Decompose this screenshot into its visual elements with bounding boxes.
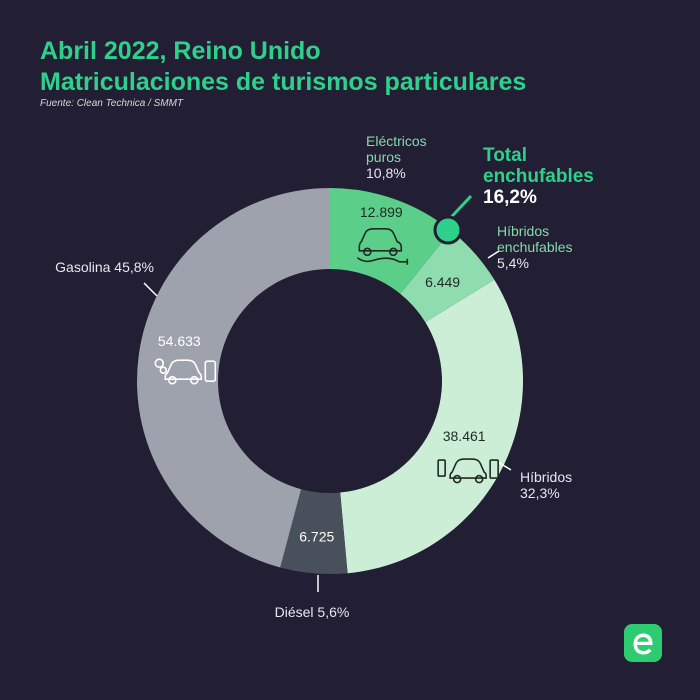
total-plugin-marker (433, 215, 463, 245)
slice-value-labels: 12.899 6.449 38.461 6.725 54.633 (158, 204, 486, 545)
category-label-hibridos-1: Híbridos (520, 469, 572, 485)
category-label-diesel-1: Diésel 5,6% (275, 604, 350, 620)
slice-icons (154, 227, 499, 484)
title-line-2: Matriculaciones de turismos particulares (40, 68, 527, 96)
electric-car-plug-icon (356, 227, 409, 265)
gasoline-car-icon (154, 358, 217, 385)
leader-lines (143, 250, 512, 592)
slice-electricos (330, 188, 452, 294)
value-label-electricos: 12.899 (360, 204, 403, 220)
leader-hibridos_enchufables (487, 250, 500, 259)
slice-category-labels: Eléctricospuros10,8%Híbridosenchufables5… (55, 133, 572, 620)
total-plugin-label-2: enchufables (483, 166, 594, 187)
e-letter-icon (633, 633, 653, 655)
slice-hibridos_enchufables (400, 230, 495, 323)
percent-label-electricos: 10,8% (366, 165, 406, 181)
total-plugin-label-1: Total (483, 145, 527, 166)
percent-label-hibridos_enchufables: 5,4% (497, 255, 529, 271)
category-label-gasolina-1: Gasolina 45,8% (55, 259, 154, 275)
total-plugin-value: 16,2% (483, 187, 537, 208)
category-label-electricos-2: puros (366, 149, 401, 165)
slice-gasolina (136, 187, 330, 568)
category-label-hibridos_enchufables-2: enchufables (497, 239, 573, 255)
percent-label-hibridos: 32,3% (520, 485, 560, 501)
title-line-1: Abril 2022, Reino Unido (40, 37, 321, 65)
source-note: Fuente: Clean Technica / SMMT (40, 98, 184, 109)
value-label-hibridos: 38.461 (443, 428, 486, 444)
category-label-hibridos_enchufables-1: Híbridos (497, 223, 549, 239)
leader-gasolina (143, 282, 158, 297)
value-label-diesel: 6.725 (299, 528, 334, 544)
value-label-hibridos_enchufables: 6.449 (425, 274, 460, 290)
page-title: Abril 2022, Reino Unido Matriculaciones … (40, 36, 526, 98)
hybrid-car-icon (437, 458, 499, 484)
value-label-gasolina: 54.633 (158, 333, 201, 349)
brand-logo (624, 624, 662, 662)
total-plugin-callout: Total enchufables 16,2% (433, 145, 594, 245)
donut-slices (136, 187, 523, 574)
slice-diesel (280, 489, 348, 574)
leader-hibridos (497, 461, 512, 471)
category-label-electricos-1: Eléctricos (366, 133, 427, 149)
slice-hibridos (340, 279, 523, 574)
